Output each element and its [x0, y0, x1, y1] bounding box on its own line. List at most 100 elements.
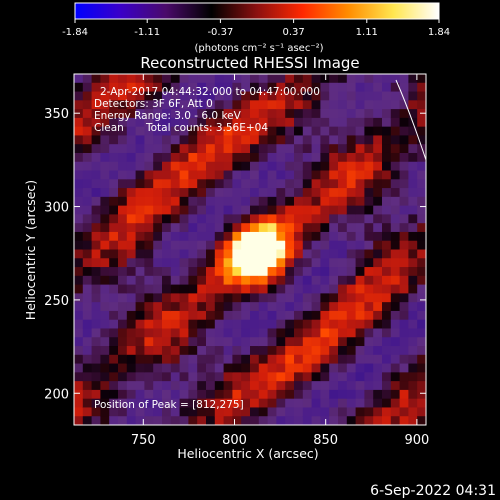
heatmap-cell	[390, 100, 401, 110]
heatmap-cell	[100, 135, 110, 145]
heatmap-cell	[153, 135, 163, 145]
heatmap-cell	[302, 354, 313, 365]
heatmap-cell	[82, 223, 93, 233]
heatmap-cell	[276, 179, 286, 189]
heatmap-cell	[109, 144, 119, 154]
heatmap-cell	[417, 346, 426, 356]
heatmap-cell	[399, 144, 409, 154]
heatmap-cell	[188, 302, 198, 312]
heatmap-cell	[408, 363, 418, 373]
heatmap-cell	[241, 188, 251, 198]
heatmap-cell	[91, 161, 101, 172]
heatmap-cell	[214, 109, 225, 119]
heatmap-cell	[329, 249, 339, 259]
heatmap-cell	[294, 389, 304, 400]
heatmap-cell	[206, 398, 216, 409]
heatmap-cell	[417, 407, 426, 417]
heatmap-cell	[276, 354, 286, 365]
heatmap-cell	[294, 293, 304, 303]
heatmap-cell	[346, 267, 357, 277]
heatmap-cell	[100, 161, 110, 172]
heatmap-cell	[294, 91, 304, 101]
heatmap-cell	[153, 337, 163, 347]
heatmap-cell	[100, 328, 110, 338]
heatmap-cell	[382, 161, 392, 172]
heatmap-cell	[126, 196, 137, 207]
heatmap-cell	[91, 249, 101, 259]
heatmap-cell	[135, 363, 145, 373]
heatmap-cell	[144, 337, 154, 347]
heatmap-cell	[294, 82, 304, 93]
heatmap-cell	[276, 126, 286, 137]
heatmap-cell	[399, 346, 409, 356]
heatmap-cell	[311, 214, 321, 224]
heatmap-cell	[206, 354, 216, 365]
heatmap-cell	[188, 82, 198, 93]
heatmap-cell	[390, 354, 401, 365]
heatmap-cell	[126, 82, 137, 93]
heatmap-cell	[241, 100, 251, 110]
heatmap-cell	[241, 337, 251, 347]
heatmap-cell	[179, 319, 189, 330]
heatmap-cell	[135, 205, 145, 216]
heatmap-cell	[250, 152, 260, 163]
heatmap-cell	[197, 389, 207, 400]
heatmap-cell	[276, 205, 286, 216]
heatmap-cell	[258, 170, 269, 180]
heatmap-cell	[100, 205, 110, 216]
heatmap-cell	[373, 284, 383, 294]
heatmap-cell	[74, 389, 84, 400]
heatmap-cell	[206, 372, 216, 382]
heatmap-cell	[74, 372, 84, 382]
heatmap-cell	[285, 372, 295, 382]
y-tick-label: 350	[44, 107, 69, 122]
heatmap-cell	[241, 231, 251, 242]
heatmap-cell	[355, 144, 365, 154]
heatmap-cell	[311, 389, 321, 400]
heatmap-cell	[311, 205, 321, 216]
heatmap-cell	[74, 144, 84, 154]
heatmap-cell	[320, 117, 330, 128]
heatmap-cell	[399, 117, 409, 128]
heatmap-cell	[338, 284, 348, 294]
heatmap-cell	[206, 179, 216, 189]
heatmap-cell	[267, 214, 277, 224]
heatmap-cell	[232, 74, 242, 84]
heatmap-cell	[390, 328, 401, 338]
heatmap-cell	[126, 293, 137, 303]
heatmap-cell	[109, 249, 119, 259]
heatmap-cell	[82, 179, 93, 189]
heatmap-cell	[329, 381, 339, 391]
heatmap-cell	[338, 319, 348, 330]
heatmap-cell	[188, 284, 198, 294]
heatmap-cell	[162, 310, 172, 321]
heatmap-cell	[258, 310, 269, 321]
heatmap-cell	[100, 179, 110, 189]
heatmap-cell	[197, 205, 207, 216]
heatmap-cell	[373, 346, 383, 356]
heatmap-cell	[258, 284, 269, 294]
heatmap-cell	[162, 109, 172, 119]
heatmap-cell	[74, 152, 84, 163]
heatmap-cell	[223, 109, 233, 119]
heatmap-cell	[100, 231, 110, 242]
heatmap-cell	[109, 214, 119, 224]
heatmap-cell	[399, 82, 409, 93]
heatmap-cell	[399, 363, 409, 373]
heatmap-cell	[162, 398, 172, 409]
heatmap-cell	[408, 144, 418, 154]
heatmap-cell	[74, 319, 84, 330]
heatmap-cell	[118, 188, 128, 198]
heatmap-cell	[179, 152, 189, 163]
heatmap-cell	[338, 337, 348, 347]
heatmap-cell	[232, 372, 242, 382]
heatmap-cell	[355, 91, 365, 101]
heatmap-cell	[382, 372, 392, 382]
heatmap-cell	[170, 319, 181, 330]
heatmap-cell	[223, 310, 233, 321]
heatmap-cell	[197, 319, 207, 330]
heatmap-cell	[346, 319, 357, 330]
heatmap-cell	[170, 310, 181, 321]
heatmap-cell	[162, 161, 172, 172]
heatmap-cell	[91, 319, 101, 330]
